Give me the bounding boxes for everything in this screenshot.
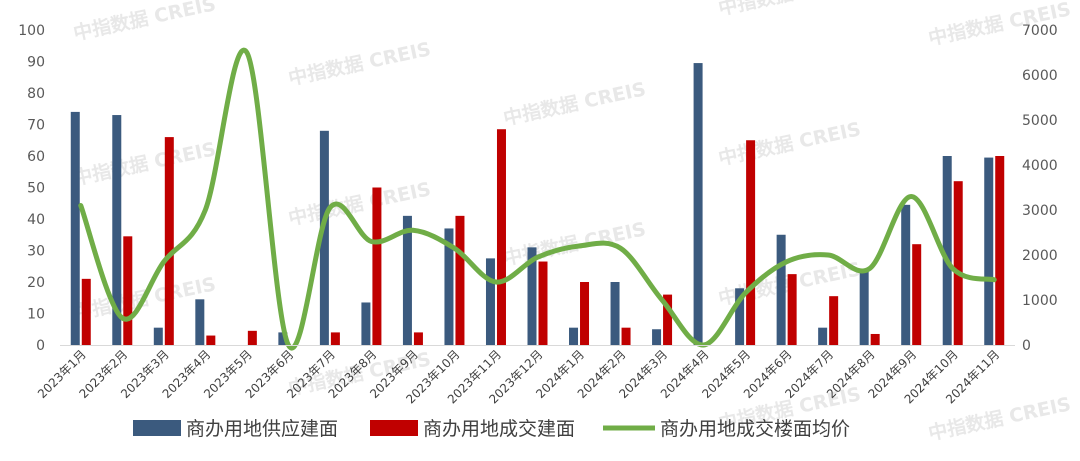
left-tick-90: 90 <box>27 55 45 71</box>
watermark-7: 中指数据 CREIS <box>501 217 648 270</box>
bar-deal-8 <box>413 332 423 345</box>
bar-supply-17 <box>776 234 786 345</box>
left-tick-80: 80 <box>27 86 45 102</box>
right-tick-3000: 3000 <box>1022 203 1058 219</box>
bar-supply-3 <box>195 299 205 345</box>
left-tick-40: 40 <box>27 212 45 228</box>
bar-supply-13 <box>610 282 620 345</box>
bar-deal-4 <box>247 330 257 345</box>
bar-deal-7 <box>372 187 382 345</box>
watermark-1: 中指数据 CREIS <box>286 37 433 90</box>
bar-supply-11 <box>527 247 537 345</box>
bar-deal-13 <box>621 327 631 345</box>
left-tick-10: 10 <box>27 307 45 323</box>
left-tick-70: 70 <box>27 118 45 134</box>
right-axis: 0 1000 2000 3000 4000 5000 6000 7000 <box>1022 23 1058 354</box>
right-tick-2000: 2000 <box>1022 248 1058 264</box>
watermark-5: 中指数据 CREIS <box>71 137 218 190</box>
legend-label-deal: 商办用地成交建面 <box>423 418 575 440</box>
left-tick-20: 20 <box>27 275 45 291</box>
bar-deal-20 <box>912 244 922 345</box>
bar-deal-16 <box>746 140 756 345</box>
bar-supply-7 <box>361 302 371 345</box>
bar-supply-2 <box>153 327 163 345</box>
bar-deal-19 <box>870 333 880 345</box>
right-tick-4000: 4000 <box>1022 158 1058 174</box>
bar-supply-0 <box>70 111 80 346</box>
legend-label-price: 商办用地成交楼面均价 <box>660 418 850 440</box>
left-tick-100: 100 <box>18 23 45 39</box>
price-line <box>78 47 997 351</box>
bar-deal-17 <box>787 274 797 345</box>
right-tick-0: 0 <box>1022 338 1031 354</box>
bar-supply-20 <box>901 204 911 345</box>
left-tick-30: 30 <box>27 244 45 260</box>
bar-supply-16 <box>735 288 745 345</box>
bar-deal-22 <box>995 156 1005 345</box>
bar-supply-8 <box>402 215 412 345</box>
bar-deal-21 <box>953 181 963 345</box>
bar-deal-6 <box>330 332 340 345</box>
watermark-2: 中指数据 CREIS <box>501 77 648 130</box>
right-tick-6000: 6000 <box>1022 68 1058 84</box>
bar-supply-19 <box>859 270 869 345</box>
legend-swatch-supply <box>133 420 181 436</box>
bar-supply-9 <box>444 228 454 345</box>
legend: 商办用地供应建面 商办用地成交建面 商办用地成交楼面均价 <box>133 418 850 440</box>
bar-supply-6 <box>319 130 329 345</box>
right-tick-7000: 7000 <box>1022 23 1058 39</box>
legend-label-supply: 商办用地供应建面 <box>186 418 338 440</box>
bar-deal-0 <box>81 278 91 345</box>
left-axis: 0 10 20 30 40 50 60 70 80 90 100 <box>18 23 45 354</box>
bar-supply-15 <box>693 63 703 345</box>
bar-supply-10 <box>485 258 495 345</box>
bar-deal-14 <box>663 294 673 345</box>
bar-supply-21 <box>942 156 952 345</box>
bar-deal-1 <box>123 236 133 345</box>
bar-supply-5 <box>278 332 288 345</box>
left-tick-50: 50 <box>27 181 45 197</box>
bar-supply-22 <box>984 157 994 345</box>
bar-deal-11 <box>538 261 548 345</box>
legend-swatch-deal <box>370 420 418 436</box>
bar-supply-18 <box>818 327 828 345</box>
line-price <box>78 47 997 351</box>
right-tick-1000: 1000 <box>1022 293 1058 309</box>
watermark-13: 中指数据 CREIS <box>716 0 863 20</box>
bar-supply-1 <box>112 115 122 345</box>
watermark-0: 中指数据 CREIS <box>71 0 218 45</box>
bar-supply-14 <box>652 329 662 345</box>
bar-deal-10 <box>496 129 506 345</box>
bars <box>70 63 1005 346</box>
left-tick-0: 0 <box>36 338 45 354</box>
bar-deal-9 <box>455 215 465 345</box>
x-axis: 2023年1月2023年2月2023年3月2023年4月2023年5月2023年… <box>35 345 1015 406</box>
bar-deal-2 <box>164 137 174 345</box>
bar-deal-18 <box>829 296 839 345</box>
bar-deal-3 <box>206 335 216 345</box>
left-tick-60: 60 <box>27 149 45 165</box>
bar-supply-12 <box>569 327 579 345</box>
bar-deal-12 <box>580 282 590 345</box>
watermark-3: 中指数据 CREIS <box>716 117 863 170</box>
right-tick-5000: 5000 <box>1022 113 1058 129</box>
